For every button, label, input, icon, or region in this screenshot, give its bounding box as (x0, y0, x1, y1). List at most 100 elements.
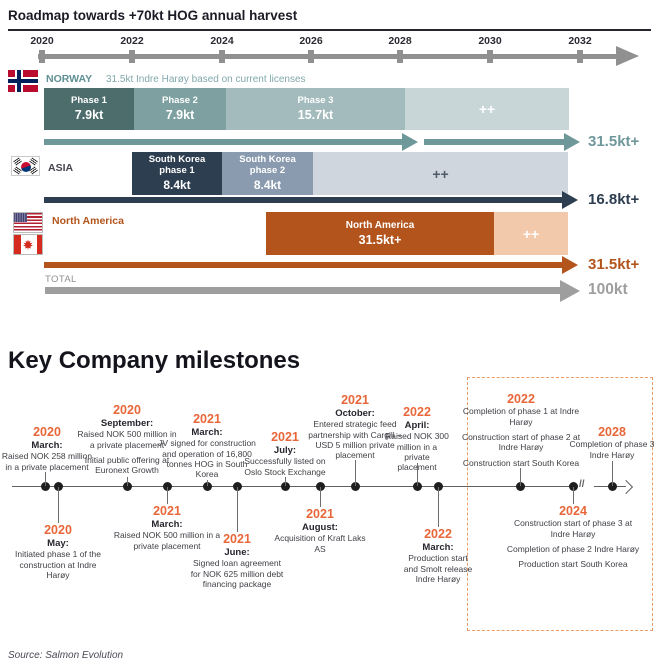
milestone-year: 2024 (559, 504, 587, 518)
axis-tick (308, 50, 314, 63)
milestone-month: March: (191, 427, 223, 439)
south-korea-flag-icon (11, 156, 40, 176)
milestone-stem (58, 487, 59, 523)
milestone: 2020 March: Raised NOK 258 million in a … (0, 425, 94, 472)
axis-line (38, 54, 618, 59)
asia-bar-phase-2: South Korea phase 2 8.4kt (222, 152, 313, 195)
maple-leaf-icon (23, 239, 33, 250)
milestone-month: March: (31, 440, 63, 452)
phase-name: North America (345, 219, 415, 231)
milestone-para: Signed loan agreement for NOK 625 millio… (190, 558, 284, 590)
milestone-para: Entered strategic feed partnership with … (308, 419, 402, 461)
asia-bar-phase-1: South Korea phase 1 8.4kt (132, 152, 222, 195)
phase-value: 7.9kt (74, 108, 104, 123)
milestone: 2021 March: Raised NOK 500 million in a … (110, 504, 224, 551)
milestone: 2021 August: Acquisition of Kraft Laks A… (272, 507, 368, 554)
timeline-dot (515, 482, 525, 491)
norway-bar-phase-3: Phase 3 15.7kt (226, 88, 405, 130)
total-arrow-label: 100kt (588, 281, 628, 298)
axis-tick (219, 50, 225, 63)
milestone: 2024 Construction start of phase 3 at In… (506, 504, 640, 570)
taegeuk-icon (21, 162, 31, 172)
axis-year-label: 2026 (299, 35, 323, 47)
milestone-para: Acquisition of Kraft Laks AS (274, 533, 366, 554)
milestone-year: 2022 (424, 527, 452, 541)
timeline-dot (162, 482, 172, 491)
axis-year-label: 2030 (478, 35, 502, 47)
milestone-month: July: (273, 445, 297, 457)
phase-name: South Korea (148, 154, 206, 166)
milestone-para: Initial public offering at Euronext Grow… (84, 455, 170, 476)
phase-value: 31.5kt+ (358, 233, 402, 248)
milestone-month: September: (100, 418, 154, 430)
asia-arrow (44, 197, 562, 203)
north-america-label: North America (52, 215, 124, 227)
north-america-arrowhead-icon (562, 255, 578, 274)
milestone-para: Raised NOK 500 million in a private plac… (113, 530, 221, 551)
milestone-stem (438, 487, 439, 527)
north-america-arrow-label: 31.5kt+ (588, 256, 640, 273)
timeline-dot (202, 482, 212, 491)
north-america-plus-segment: ++ (494, 212, 568, 255)
axis-tick (129, 50, 135, 63)
milestone-month: June: (224, 547, 250, 559)
us-canton (14, 213, 27, 222)
milestone: 2020 September: Raised NOK 500 million i… (74, 403, 180, 476)
us-flag-icon (13, 212, 43, 233)
asia-plus-segment: ++ (313, 152, 568, 195)
milestone-para: Construction start of phase 2 at Indre H… (461, 432, 581, 453)
timeline-dot (315, 482, 325, 491)
timeline-dot (122, 482, 132, 491)
milestone-stem (355, 460, 356, 486)
timeline-dot (568, 482, 578, 491)
milestone-para: Construction start South Korea (462, 457, 580, 468)
norway-arrow-label: 31.5kt+ (588, 133, 640, 150)
norway-arrow-extension (424, 139, 564, 145)
axis-tick (397, 50, 403, 63)
milestone-para: Production start South Korea (518, 559, 628, 570)
north-america-bar: North America 31.5kt+ (266, 212, 494, 255)
asia-arrow-label: 16.8kt+ (588, 191, 640, 208)
norway-arrow (44, 139, 402, 145)
milestone: 2022 April: Raised NOK 300 million in a … (385, 405, 449, 473)
phase-name: South Korea (239, 154, 296, 166)
milestone-month: October: (335, 408, 375, 420)
milestone-year: 2028 (598, 425, 626, 439)
milestone-stem (237, 487, 238, 532)
norway-bar-phase-1: Phase 1 7.9kt (44, 88, 134, 130)
total-arrowhead-icon (560, 279, 580, 302)
milestone-para: Completion of phase 2 Indre Harøy (506, 544, 640, 555)
milestone-month: March: (422, 542, 454, 554)
milestone-month: April: (404, 420, 430, 432)
total-arrow (45, 287, 560, 294)
phase-name: Phase 2 (162, 94, 198, 106)
milestone-stem (520, 468, 521, 486)
canada-flag-icon (13, 234, 43, 255)
phase-name: Phase 3 (297, 94, 334, 106)
timeline-dot (53, 482, 63, 491)
axis-year-label: 2024 (210, 35, 234, 47)
milestone-para: Raised NOK 300 million in a private plac… (385, 431, 449, 473)
axis-year-label: 2022 (120, 35, 144, 47)
axis-year-label: 2020 (30, 35, 54, 47)
phase-value: 7.9kt (165, 108, 195, 123)
asia-arrowhead-icon (562, 190, 578, 209)
milestone-stem (167, 487, 168, 504)
milestone-para: Initiated phase 1 of the construction at… (14, 549, 101, 581)
timeline-dot (280, 482, 290, 491)
milestones-heading: Key Company milestones (8, 347, 301, 374)
timeline-break (577, 478, 594, 493)
source-note: Source: Salmon Evolution (8, 650, 124, 661)
milestone-year: 2021 (341, 393, 369, 407)
timeline-dot (350, 482, 360, 491)
timeline-dot (412, 482, 422, 491)
milestone-para: Construction start of phase 3 at Indre H… (513, 518, 633, 539)
phase-value: 8.4kt (253, 177, 282, 192)
milestone-stem (612, 461, 613, 486)
phase-name: Phase 1 (71, 94, 107, 106)
milestone-year: 2020 (44, 523, 72, 537)
milestone-para: Completion of phase 1 at Indre Harøy (462, 406, 580, 427)
norway-bar-phase-2: Phase 2 7.9kt (134, 88, 226, 130)
milestone-year: 2022 (507, 392, 535, 406)
total-label: TOTAL (45, 274, 77, 285)
